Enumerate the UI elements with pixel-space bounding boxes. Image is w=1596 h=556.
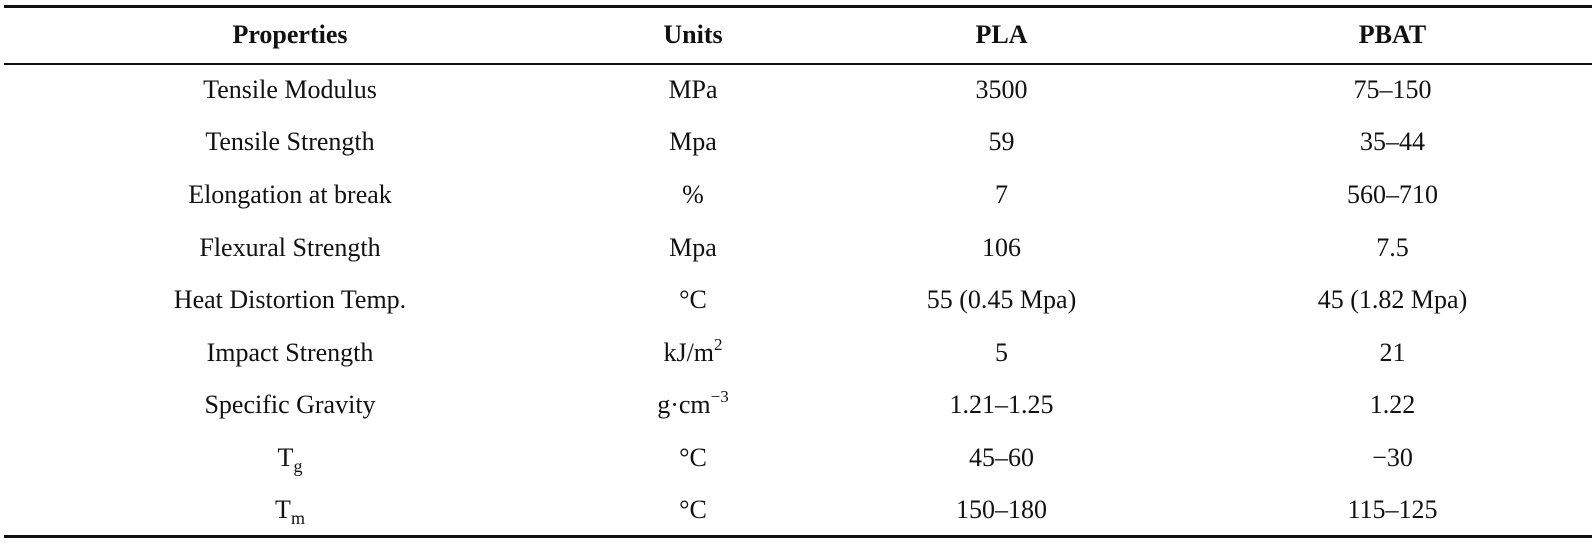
cell-pbat: 560–710: [1347, 179, 1438, 209]
unit-superscript: −3: [710, 387, 729, 407]
cell-pla: 3500: [975, 75, 1028, 105]
cell-unit: °C: [576, 484, 810, 539]
cell-property: Elongation at break: [188, 179, 392, 209]
cell-property: Impact Strength: [206, 337, 374, 367]
cell-unit: g·cm−3: [576, 379, 810, 432]
table-row: Tensile Modulus MPa 3500 75–150: [4, 64, 1592, 117]
cell-unit: °C: [679, 442, 707, 472]
property-base: T: [277, 442, 294, 472]
header-pla: PLA: [810, 5, 1193, 65]
table-row: Specific Gravity g·cm−3 1.21–1.25 1.22: [4, 379, 1592, 432]
properties-table-container: Properties Units PLA PBAT Tensile Modulu…: [4, 5, 1592, 539]
cell-unit: MPa: [668, 75, 718, 105]
unit-superscript: 2: [714, 334, 723, 354]
cell-pla: 55 (0.45 Mpa): [926, 285, 1077, 315]
cell-pbat: 1.22: [1369, 390, 1416, 420]
table-row: Impact Strength kJ/m2 5 21: [4, 326, 1592, 379]
cell-property: Tensile Strength: [205, 127, 375, 157]
cell-pla: 5: [995, 337, 1008, 367]
cell-property: Heat Distortion Temp.: [173, 285, 407, 315]
cell-property: Tm: [4, 484, 576, 539]
property-subscript: m: [290, 507, 305, 528]
cell-unit: Mpa: [669, 127, 717, 157]
cell-pbat: 7.5: [1376, 232, 1409, 262]
property-base: T: [275, 494, 291, 524]
cell-pbat: 75–150: [1353, 75, 1432, 105]
cell-pla: 45–60: [969, 442, 1034, 472]
header-units: Units: [576, 5, 810, 65]
cell-property: Tensile Modulus: [203, 75, 377, 105]
cell-pbat: 35–44: [1360, 127, 1425, 157]
table-row: Tg °C 45–60 −30: [4, 432, 1592, 485]
cell-property: Flexural Strength: [199, 232, 381, 262]
unit-base: kJ/m: [663, 337, 715, 367]
cell-unit: kJ/m2: [576, 326, 810, 379]
cell-property: Tg: [4, 432, 576, 485]
cell-pbat: 115–125: [1193, 484, 1592, 539]
table-row: Flexural Strength Mpa 106 7.5: [4, 221, 1592, 274]
cell-pla: 150–180: [810, 484, 1193, 539]
cell-unit: %: [682, 179, 704, 209]
cell-pbat: 21: [1379, 337, 1406, 367]
properties-table: Properties Units PLA PBAT Tensile Modulu…: [4, 5, 1592, 539]
cell-unit: Mpa: [669, 232, 717, 262]
header-pbat: PBAT: [1193, 5, 1592, 65]
cell-pbat: −30: [1372, 442, 1413, 472]
cell-pbat: 45 (1.82 Mpa): [1317, 285, 1468, 315]
table-row: Heat Distortion Temp. °C 55 (0.45 Mpa) 4…: [4, 274, 1592, 327]
cell-pla: 7: [995, 179, 1008, 209]
table-row: Tensile Strength Mpa 59 35–44: [4, 116, 1592, 169]
cell-pla: 1.21–1.25: [949, 390, 1054, 420]
property-subscript: g: [293, 455, 303, 476]
table-row: Elongation at break % 7 560–710: [4, 169, 1592, 222]
header-row: Properties Units PLA PBAT: [4, 5, 1592, 65]
table-row: Tm °C 150–180 115–125: [4, 484, 1592, 539]
cell-pla: 106: [982, 232, 1021, 262]
cell-property: Specific Gravity: [204, 390, 376, 420]
cell-pla: 59: [988, 127, 1015, 157]
cell-unit: °C: [679, 285, 707, 315]
unit-base: g·cm: [657, 390, 711, 420]
header-properties: Properties: [4, 5, 576, 65]
